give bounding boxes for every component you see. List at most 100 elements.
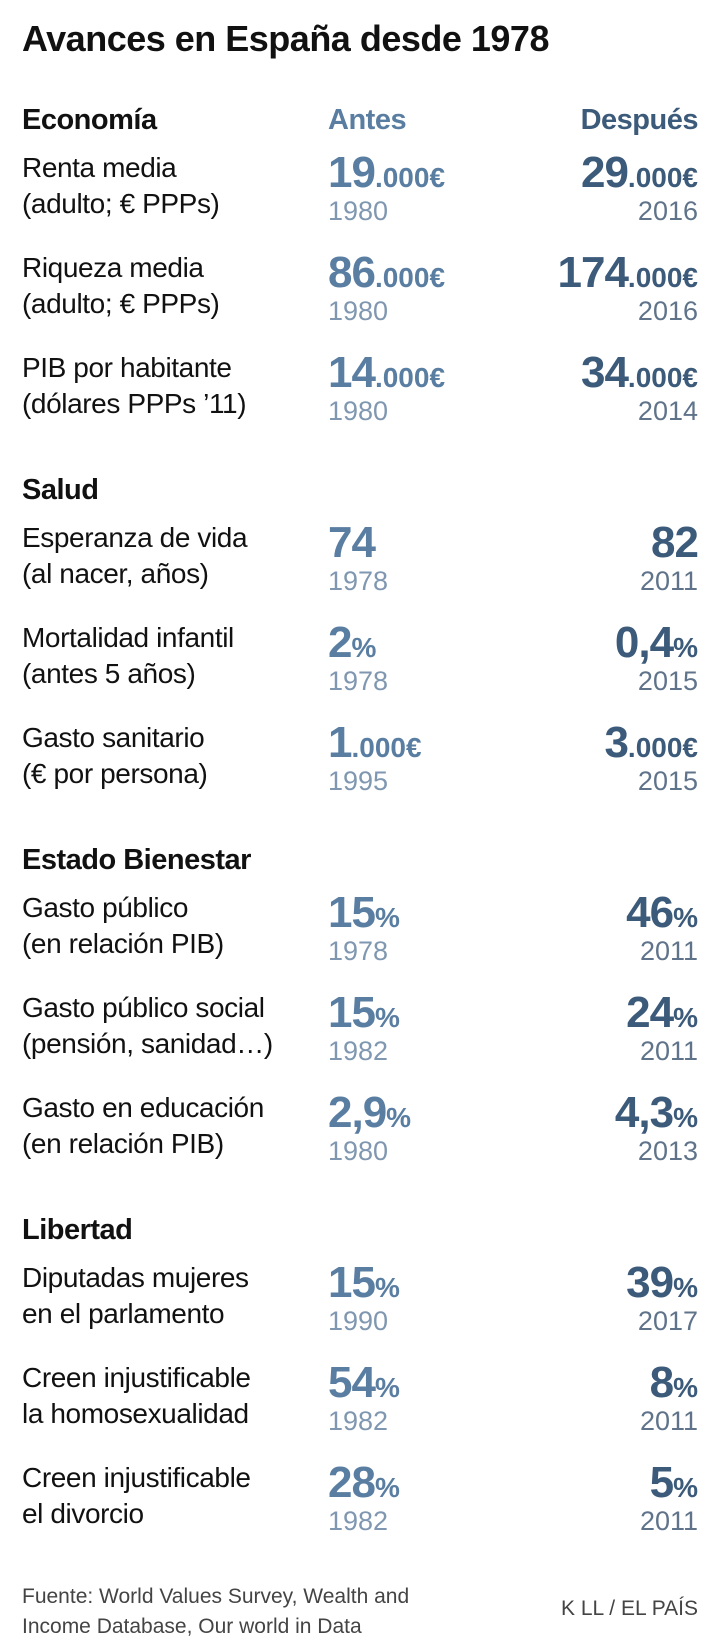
indicator-row: Diputadas mujeres en el parlamento 15% 1… xyxy=(22,1258,698,1358)
despues-value-main: 24 xyxy=(626,988,674,1037)
indicator-label: Gasto en educación (en relación PIB) xyxy=(22,1090,264,1162)
despues-value: 34.000€ xyxy=(581,348,698,398)
antes-value: 54% xyxy=(328,1358,400,1408)
antes-year: 1982 xyxy=(328,1406,389,1436)
page-title: Avances en España desde 1978 xyxy=(22,18,549,59)
despues-year: 2013 xyxy=(637,1136,698,1166)
label-line-1: Riqueza media xyxy=(22,252,204,283)
antes-year: 1978 xyxy=(328,666,389,696)
indicator-row: PIB por habitante (dólares PPPs ’11) 14.… xyxy=(22,348,698,448)
despues-value: 3.000€ xyxy=(604,718,698,768)
section: Estado Bienestar Gasto público (en relac… xyxy=(22,836,698,1188)
label-line-1: PIB por habitante xyxy=(22,352,232,383)
despues-value: 0,4% xyxy=(615,618,698,668)
indicator-row: Creen injustificable la homosexualidad 5… xyxy=(22,1358,698,1458)
label-line-2: (pensión, sanidad…) xyxy=(22,1028,273,1059)
despues-value: 8% xyxy=(650,1358,698,1408)
despues-value-main: 174 xyxy=(557,248,629,297)
antes-value: 2,9% xyxy=(328,1088,411,1138)
despues-year: 2011 xyxy=(639,1406,698,1436)
despues-value-main: 4,3 xyxy=(614,1088,674,1137)
antes-year: 1978 xyxy=(328,566,389,596)
antes-value: 28% xyxy=(328,1458,400,1508)
antes-value-main: 54 xyxy=(328,1358,376,1407)
antes-value-suffix: % xyxy=(351,632,377,663)
antes-value: 15% xyxy=(328,1258,400,1308)
antes-value-main: 1 xyxy=(328,718,353,767)
despues-value-suffix: % xyxy=(673,1472,698,1503)
indicator-row: Gasto sanitario (€ por persona) 1.000€ 1… xyxy=(22,718,698,818)
column-header-despues: Después xyxy=(580,104,699,136)
indicator-row: Gasto público social (pensión, sanidad…)… xyxy=(22,988,698,1088)
despues-value-main: 0,4 xyxy=(614,618,674,667)
antes-year: 1980 xyxy=(328,396,389,426)
source-line: Income Database, Our world in Data xyxy=(22,1615,362,1638)
despues-year: 2016 xyxy=(637,296,698,326)
antes-value-main: 19 xyxy=(328,148,376,197)
antes-value: 19.000€ xyxy=(328,148,445,198)
indicator-row: Mortalidad infantil (antes 5 años) 2% 19… xyxy=(22,618,698,718)
despues-value: 174.000€ xyxy=(558,248,699,298)
source-line: Fuente: World Values Survey, Wealth and xyxy=(22,1585,410,1608)
despues-value-main: 39 xyxy=(626,1258,674,1307)
antes-value-suffix: .000€ xyxy=(374,162,446,193)
despues-value-main: 29 xyxy=(580,148,629,197)
label-line-2: (en relación PIB) xyxy=(22,928,224,959)
despues-value-suffix: .000€ xyxy=(627,362,698,393)
despues-value-main: 8 xyxy=(649,1358,675,1407)
despues-value-suffix: % xyxy=(673,902,698,933)
despues-year: 2011 xyxy=(639,566,698,596)
antes-value-main: 28 xyxy=(328,1458,376,1507)
despues-value-suffix: % xyxy=(673,1272,698,1303)
label-line-2: la homosexualidad xyxy=(22,1398,249,1429)
antes-year: 1995 xyxy=(328,766,389,796)
antes-value: 1.000€ xyxy=(328,718,422,768)
despues-year: 2017 xyxy=(637,1306,698,1336)
despues-value-main: 34 xyxy=(580,348,629,397)
label-line-2: (adulto; € PPPs) xyxy=(22,188,220,219)
label-line-1: Mortalidad infantil xyxy=(22,622,234,653)
indicator-label: Renta media (adulto; € PPPs) xyxy=(22,150,220,222)
antes-value-suffix: % xyxy=(386,1102,412,1133)
section-title: Economía xyxy=(22,104,157,136)
antes-value-main: 14 xyxy=(328,348,376,397)
antes-year: 1982 xyxy=(328,1506,389,1536)
section: Salud Esperanza de vida (al nacer, años)… xyxy=(22,466,699,818)
antes-value-main: 15 xyxy=(328,888,376,937)
despues-year: 2016 xyxy=(637,196,698,226)
despues-value-main: 82 xyxy=(651,518,699,567)
antes-year: 1978 xyxy=(328,936,389,966)
despues-value-main: 5 xyxy=(649,1458,675,1507)
antes-value-main: 15 xyxy=(328,988,376,1037)
antes-value-main: 86 xyxy=(328,248,376,297)
despues-value: 5% xyxy=(650,1458,698,1508)
label-line-2: (€ por persona) xyxy=(22,758,208,789)
despues-value-suffix: % xyxy=(673,1102,698,1133)
despues-value-main: 46 xyxy=(626,888,674,937)
antes-value: 2% xyxy=(328,618,376,668)
label-line-1: Gasto en educación xyxy=(22,1092,264,1123)
despues-value: 24% xyxy=(626,988,698,1038)
column-header-antes: Antes xyxy=(328,104,407,136)
despues-value-suffix: .000€ xyxy=(627,732,698,763)
section-title: Estado Bienestar xyxy=(22,844,251,876)
indicator-row: Renta media (adulto; € PPPs) 19.000€ 198… xyxy=(22,148,698,248)
indicator-label: Diputadas mujeres en el parlamento xyxy=(22,1260,249,1332)
indicator-row: Creen injustificable el divorcio 28% 198… xyxy=(22,1458,698,1558)
label-line-2: (adulto; € PPPs) xyxy=(22,288,220,319)
label-line-2: (al nacer, años) xyxy=(22,558,209,589)
section-header: Estado Bienestar xyxy=(22,836,698,888)
label-line-1: Creen injustificable xyxy=(22,1462,251,1493)
antes-year: 1982 xyxy=(328,1036,389,1066)
antes-value: 74 xyxy=(328,518,376,568)
despues-year: 2015 xyxy=(637,766,698,796)
section-header: Salud xyxy=(22,466,698,518)
despues-value: 39% xyxy=(626,1258,698,1308)
label-line-1: Esperanza de vida xyxy=(22,522,248,553)
indicator-row: Gasto en educación (en relación PIB) 2,9… xyxy=(22,1088,698,1188)
label-line-1: Creen injustificable xyxy=(22,1362,251,1393)
despues-value-suffix: .000€ xyxy=(627,262,698,293)
antes-year: 1980 xyxy=(328,196,389,226)
indicator-label: Gasto sanitario (€ por persona) xyxy=(22,720,208,792)
antes-value: 86.000€ xyxy=(328,248,445,298)
